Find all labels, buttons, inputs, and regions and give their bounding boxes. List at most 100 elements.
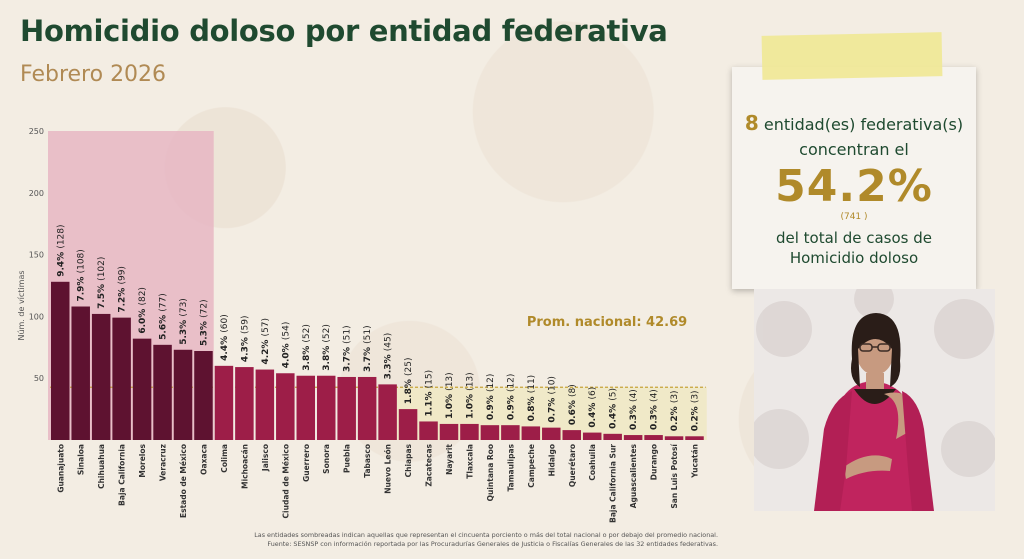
bar-count-label: (12) [486,374,496,392]
bar-value-label: 0.2% (3) [691,390,701,431]
bar-value-label: 4.2% (57) [261,318,271,365]
category-label: Campeche [527,444,536,488]
bar-value-label: 5.3% (73) [179,298,189,345]
bar-value-label: 9.4% (128) [56,224,66,276]
bar-16 [378,384,397,440]
bar-25 [562,430,581,440]
bar-value-label: 4.3% (59) [240,315,250,362]
bar-20 [460,423,479,440]
category-label: Aguascalientes [629,443,638,508]
category-label: Coahuila [588,444,597,481]
bar-count-label: (77) [159,293,169,311]
bar-29 [644,435,663,440]
bar-percent-label: 0.8% [527,393,537,421]
bar-count-label: (5) [609,388,619,401]
bar-percent-label: 5.6% [159,312,169,340]
bar-10 [255,369,275,440]
bar-count-label: (57) [261,318,271,336]
bar-value-label: 0.9% (12) [506,374,516,421]
footnote-source: Fuente: SESNSP con información reportada… [267,540,718,548]
summary-line-entities: 8 entidad(es) federativa(s) [732,111,976,135]
y-tick-label: 150 [29,251,44,260]
category-label: Ciudad de México [281,444,290,518]
category-label: Jalisco [261,444,270,472]
summary-total-line: del total de casos de [775,229,933,247]
bar-percent-label: 4.0% [281,340,291,368]
category-label: Nuevo León [384,444,393,494]
bar-percent-label: 5.3% [179,317,189,345]
category-label: Durango [650,444,659,480]
category-label: Zacatecas [425,443,434,486]
bar-percent-label: 7.9% [77,273,87,301]
bar-value-label: 5.6% (77) [159,293,169,340]
bar-value-label: 3.8% (52) [322,324,332,371]
bar-count-label: (52) [322,324,332,342]
category-label: Tlaxcala [465,444,474,479]
bar-percent-label: 1.1% [425,388,435,416]
category-label: Morelos [138,443,147,477]
bar-21 [480,425,500,440]
bar-count-label: (10) [547,376,557,394]
category-label: San Luis Potosí [670,444,679,509]
summary-cases: (741 ) [840,212,868,222]
bar-percent-label: 6.0% [138,306,148,334]
bar-percent-label: 0.7% [547,395,557,423]
bar-value-label: 0.4% (5) [609,388,619,429]
bar-count-label: (82) [138,287,148,305]
bar-percent-label: 1.0% [465,391,475,419]
bar-value-label: 6.0% (82) [138,287,148,334]
category-label: Yucatán [691,444,700,479]
category-label: Sinaloa [77,444,86,475]
bar-count-label: (51) [343,325,353,343]
category-label: Chihuahua [97,444,106,489]
bar-count-label: (3) [691,390,701,403]
bar-percent-label: 0.4% [609,401,619,429]
bar-count-label: (15) [425,370,435,388]
category-label: Tabasco [363,444,372,478]
bar-value-label: 5.3% (72) [199,299,209,346]
bar-value-label: 0.2% (3) [670,390,680,431]
bar-count-label: (59) [240,315,250,333]
bar-22 [501,425,520,440]
bar-percent-label: 1.0% [445,391,455,419]
bar-9 [235,367,254,440]
bar-14 [337,376,356,440]
category-label: Baja California [118,444,127,506]
bar-value-label: 0.4% (6) [588,387,598,428]
bar-6 [173,349,193,440]
bar-percent-label: 0.9% [506,392,516,420]
bar-11 [276,373,295,440]
y-tick-label: 100 [29,312,44,321]
bar-18 [419,421,438,440]
bar-count-label: (99) [118,266,128,284]
bar-value-label: 0.3% (4) [650,389,660,430]
bar-13 [316,375,336,440]
bar-count-label: (54) [281,322,291,340]
sign-language-interpreter-image [754,289,995,511]
bar-percent-label: 4.4% [220,333,230,361]
bar-percent-label: 0.2% [670,403,680,431]
summary-entities-text: entidad(es) federativa(s) [763,115,964,134]
category-label: Veracruz [159,444,168,481]
bar-17 [398,409,418,440]
bar-count-label: (13) [465,372,475,390]
bar-count-label: (11) [527,375,537,393]
bar-count-label: (25) [404,358,414,376]
bar-count-label: (52) [302,324,312,342]
bar-percent-label: 4.3% [240,334,250,362]
bar-count-label: (51) [363,325,373,343]
summary-crime-line: Homicidio doloso [789,249,919,267]
bar-count-label: (72) [199,299,209,317]
bar-percent-label: 3.3% [384,351,394,379]
category-label: Guerrero [302,444,311,482]
y-axis-label: Núm. de víctimas [17,270,26,340]
bar-count-label: (108) [77,249,87,273]
bar-percent-label: 3.8% [322,343,332,371]
bar-percent-label: 3.7% [363,344,373,372]
summary-card: 8 entidad(es) federativa(s) concentran e… [732,67,976,289]
bar-percent-label: 0.3% [650,402,660,430]
bar-0 [51,281,70,440]
bar-count-label: (13) [445,372,455,390]
category-label: Oaxaca [199,444,208,475]
